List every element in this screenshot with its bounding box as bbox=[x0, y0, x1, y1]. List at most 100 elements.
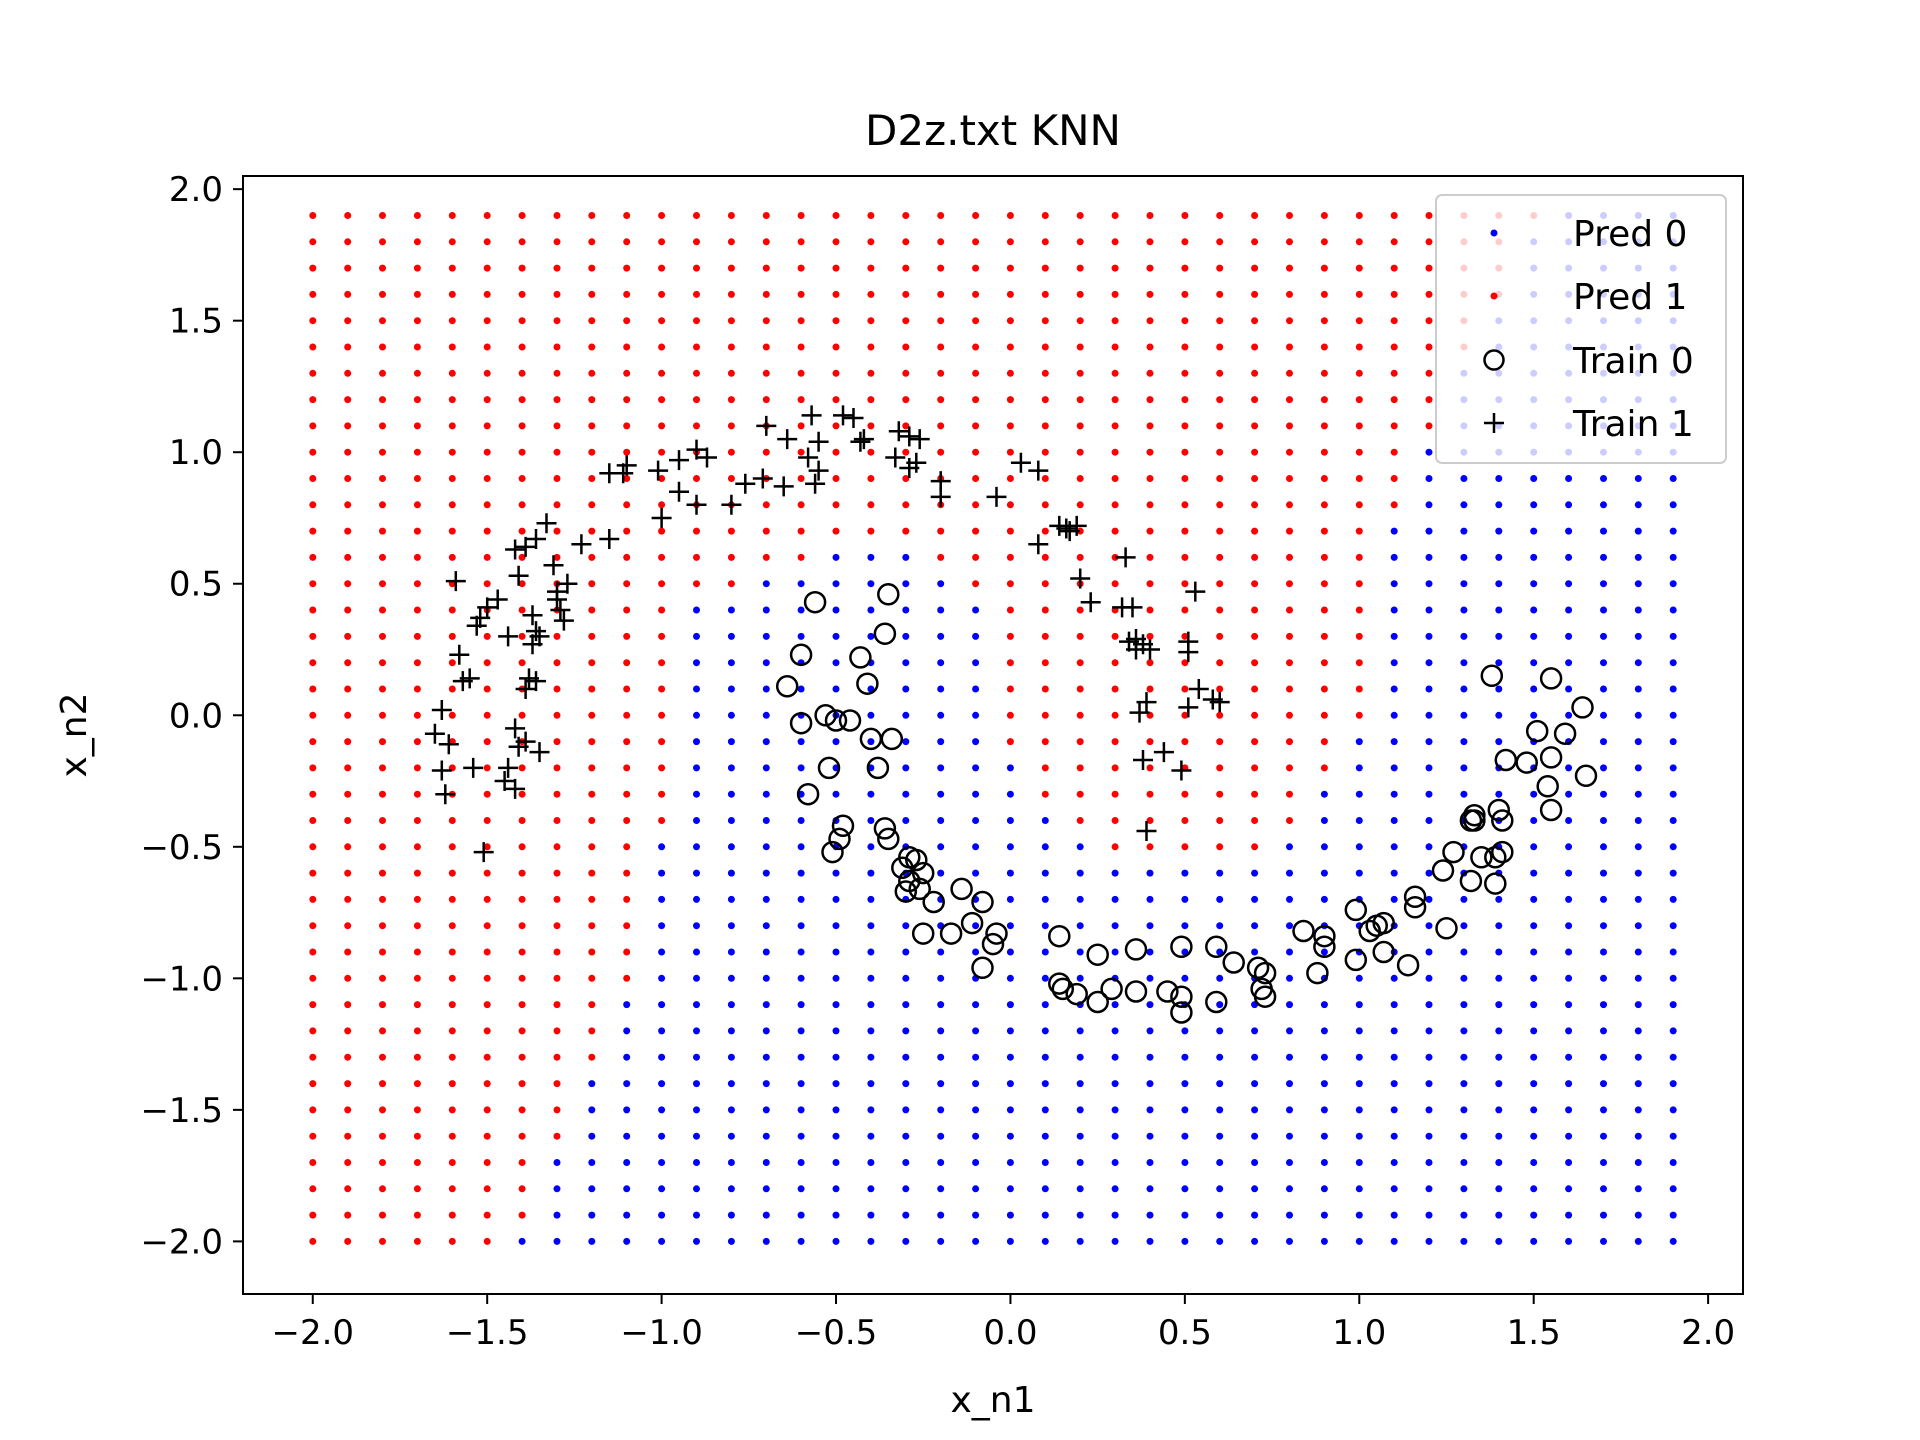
pred-1-dot bbox=[413, 1106, 421, 1114]
pred-1-dot bbox=[309, 343, 317, 351]
pred-1-dot bbox=[344, 1106, 352, 1114]
train-0-point bbox=[866, 756, 890, 780]
pred-0-dot bbox=[1669, 632, 1677, 640]
pred-1-dot bbox=[658, 553, 666, 561]
pred-1-dot bbox=[413, 1132, 421, 1140]
pred-0-dot bbox=[1216, 948, 1224, 956]
pred-0-dot bbox=[1530, 843, 1538, 851]
pred-1-dot bbox=[1146, 817, 1154, 824]
pred-0-dot bbox=[937, 1185, 945, 1193]
pred-0-dot bbox=[1286, 948, 1293, 956]
pred-0-dot bbox=[1565, 895, 1573, 903]
pred-0-dot bbox=[902, 974, 910, 982]
pred-0-dot bbox=[1634, 817, 1642, 824]
pred-0-dot bbox=[832, 922, 840, 930]
pred-1-dot bbox=[344, 369, 352, 377]
pred-0-dot bbox=[1320, 1053, 1328, 1061]
pred-1-dot bbox=[937, 422, 945, 430]
train-1-point bbox=[424, 723, 445, 744]
pred-1-dot bbox=[309, 475, 317, 482]
pred-1-dot bbox=[1006, 606, 1014, 614]
pred-0-dot bbox=[1425, 527, 1433, 535]
pred-0-dot bbox=[1425, 501, 1433, 509]
pred-1-dot bbox=[344, 290, 352, 298]
pred-1-dot bbox=[658, 396, 666, 404]
pred-1-dot bbox=[518, 659, 526, 667]
train-0-point bbox=[1205, 990, 1228, 1014]
pred-1-dot bbox=[588, 843, 596, 851]
pred-0-dot bbox=[1390, 1132, 1398, 1140]
train-1-point bbox=[550, 600, 571, 620]
pred-1-dot bbox=[1111, 238, 1119, 246]
pred-0-dot bbox=[1425, 685, 1433, 693]
pred-1-dot bbox=[902, 527, 910, 535]
pred-1-dot bbox=[413, 422, 421, 430]
pred-0-dot bbox=[1565, 922, 1573, 930]
train-0-point bbox=[911, 861, 935, 885]
pred-1-dot bbox=[658, 238, 666, 246]
pred-1-dot bbox=[553, 264, 561, 272]
pred-0-dot bbox=[1181, 1080, 1189, 1088]
pred-0-dot bbox=[832, 974, 840, 982]
pred-0-dot bbox=[1460, 948, 1468, 956]
pred-1-dot bbox=[762, 501, 770, 509]
pred-0-dot bbox=[972, 1080, 980, 1088]
pred-0-dot bbox=[867, 974, 875, 982]
pred-0-dot bbox=[1320, 1185, 1328, 1193]
pred-0-dot bbox=[658, 1106, 666, 1114]
pred-1-dot bbox=[344, 1027, 352, 1035]
pred-1-dot bbox=[553, 475, 561, 482]
train-1-point bbox=[686, 494, 707, 515]
pred-0-dot bbox=[797, 1106, 805, 1114]
pred-1-dot bbox=[1041, 501, 1049, 509]
train-1-point bbox=[463, 757, 484, 778]
pred-1-dot bbox=[483, 948, 491, 956]
pred-0-dot bbox=[762, 659, 770, 667]
pred-1-dot bbox=[762, 317, 770, 325]
pred-1-dot bbox=[797, 448, 805, 456]
pred-0-dot bbox=[867, 738, 875, 746]
pred-0-dot bbox=[1669, 553, 1677, 561]
pred-1-dot bbox=[448, 1132, 456, 1140]
pred-0-dot bbox=[1251, 1211, 1259, 1219]
pred-1-dot bbox=[623, 422, 631, 430]
pred-0-dot bbox=[797, 1027, 805, 1035]
train-0-point bbox=[1246, 956, 1270, 980]
pred-1-dot bbox=[483, 580, 491, 588]
pred-0-dot bbox=[1565, 1027, 1573, 1035]
pred-0-dot bbox=[658, 1080, 666, 1088]
pred-1-dot bbox=[483, 1237, 491, 1245]
pred-0-dot bbox=[1565, 553, 1573, 561]
pred-1-dot bbox=[1111, 790, 1119, 798]
pred-0-dot bbox=[972, 922, 980, 930]
pred-1-dot bbox=[553, 1001, 561, 1009]
pred-0-dot bbox=[1320, 869, 1328, 877]
pred-1-dot bbox=[553, 843, 561, 851]
train-1-point bbox=[885, 447, 906, 468]
pred-0-dot bbox=[1565, 501, 1573, 509]
pred-0-dot bbox=[1565, 1185, 1573, 1193]
pred-0-dot bbox=[797, 817, 805, 824]
pred-0-dot bbox=[1495, 1237, 1503, 1245]
pred-0-dot bbox=[1006, 948, 1014, 956]
train-0-point bbox=[1480, 664, 1504, 688]
pred-0-dot bbox=[1530, 869, 1538, 877]
pred-1-dot bbox=[623, 238, 631, 246]
train-1-point bbox=[798, 447, 819, 468]
pred-1-dot bbox=[553, 527, 561, 535]
pred-0-dot bbox=[797, 764, 805, 772]
pred-1-dot bbox=[1006, 632, 1014, 640]
pred-0-dot bbox=[658, 1237, 666, 1245]
pred-0-dot bbox=[1076, 1080, 1084, 1088]
pred-0-dot bbox=[1111, 1159, 1119, 1166]
pred-1-dot bbox=[1320, 448, 1328, 456]
pred-0-dot bbox=[832, 553, 840, 561]
pred-1-dot bbox=[518, 264, 526, 272]
pred-1-dot bbox=[448, 1185, 456, 1193]
train-1-point bbox=[508, 565, 529, 586]
pred-0-dot bbox=[1076, 1027, 1084, 1035]
pred-1-dot bbox=[832, 212, 840, 219]
pred-1-dot bbox=[448, 711, 456, 719]
pred-1-dot bbox=[344, 1211, 352, 1219]
pred-1-dot bbox=[1146, 448, 1154, 456]
